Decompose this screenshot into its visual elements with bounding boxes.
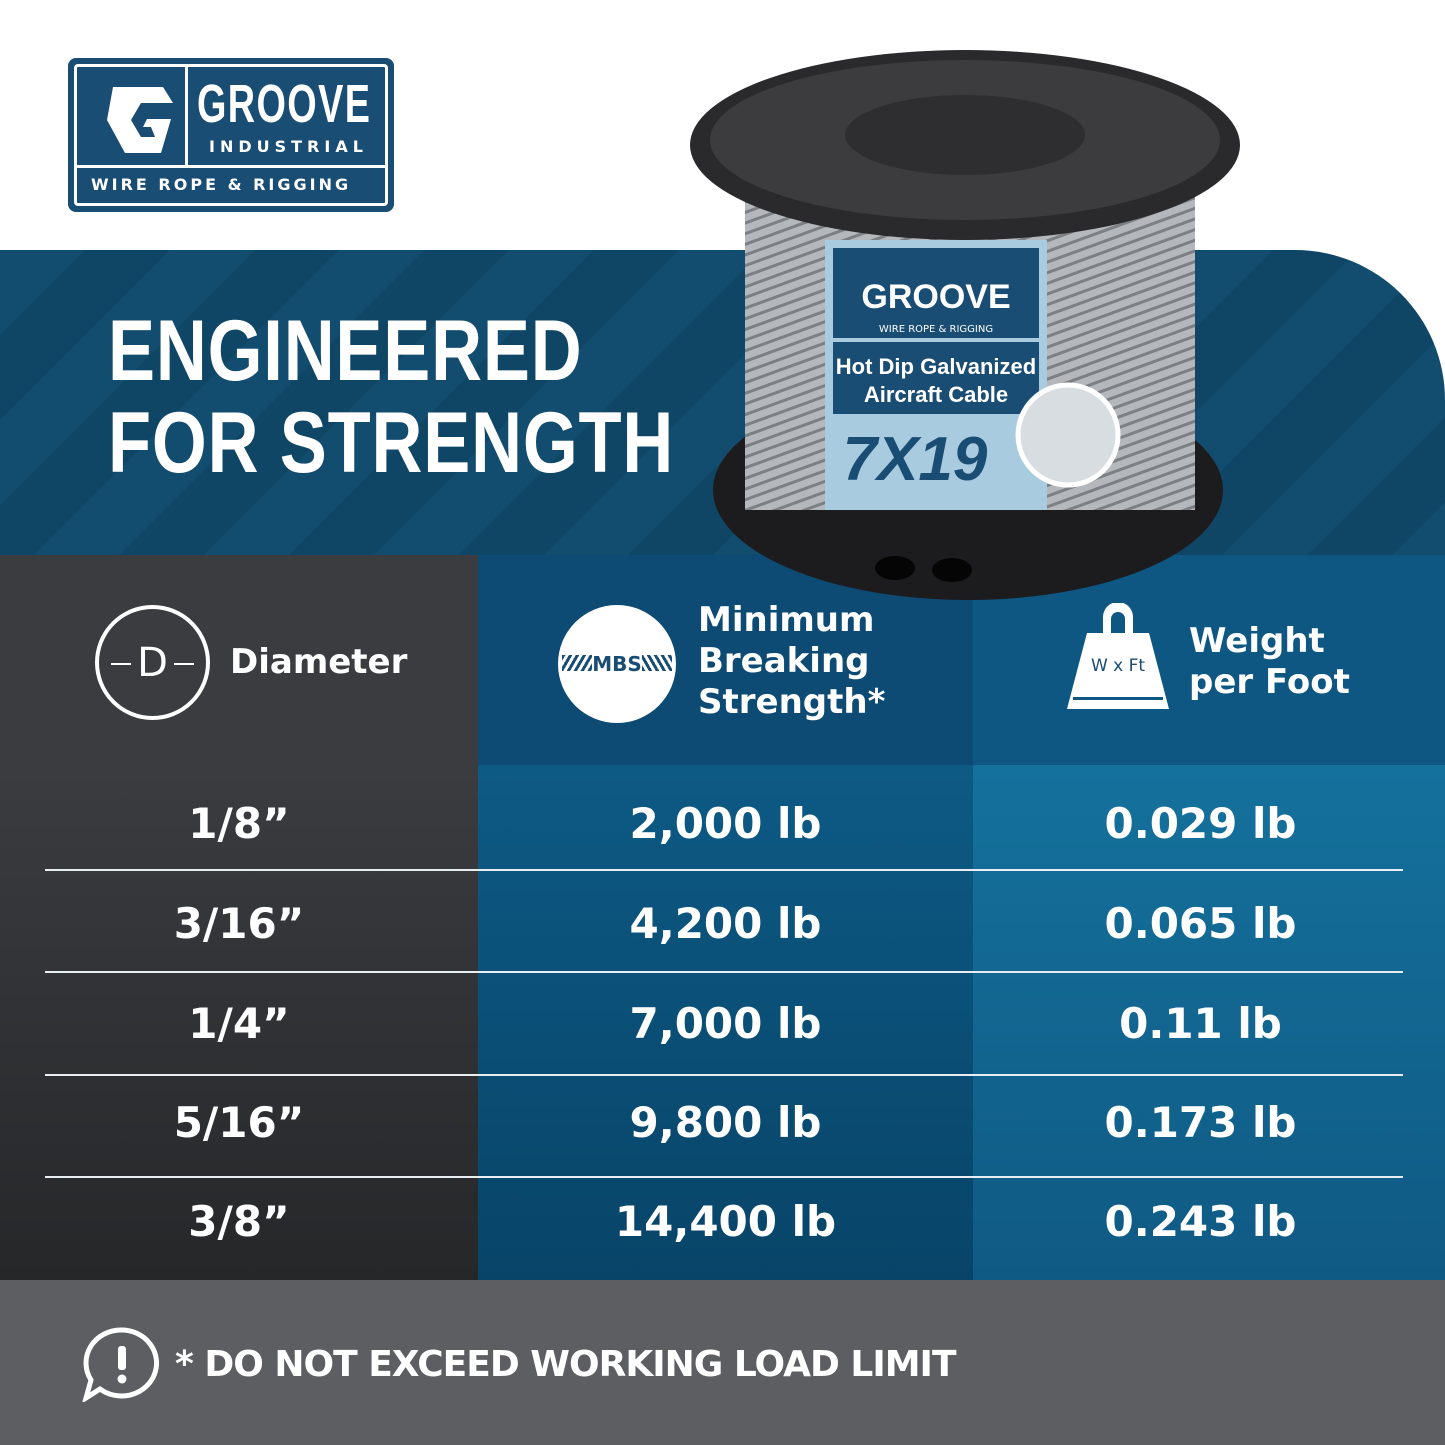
table-row: 1/8” 2,000 lb 0.029 lb xyxy=(0,772,1445,874)
cell-weight: 0.243 lb xyxy=(1104,1196,1297,1246)
cell-mbs: 7,000 lb xyxy=(629,998,822,1048)
weight-icon-label: W x Ft xyxy=(1091,656,1145,676)
col-weight xyxy=(973,765,1445,1280)
headline-line2: FOR STRENGTH xyxy=(108,395,675,491)
header-label: Weight per Foot xyxy=(1189,621,1350,703)
spool-brand: GROOVE xyxy=(861,278,1010,316)
label-line: Breaking xyxy=(698,641,870,681)
cell-weight: 0.065 lb xyxy=(1104,898,1297,948)
row-divider xyxy=(45,869,1403,871)
brand-name: GROOVE xyxy=(197,74,372,134)
label-line: Strength* xyxy=(698,682,886,722)
label-line: Minimum xyxy=(698,600,875,640)
weight-icon: W x Ft xyxy=(1067,603,1169,709)
warning-speech-icon xyxy=(82,1327,160,1402)
cell-weight: 0.029 lb xyxy=(1104,798,1297,848)
table-row: 3/8” 14,400 lb 0.243 lb xyxy=(0,1170,1445,1272)
cell-weight: 0.173 lb xyxy=(1104,1097,1297,1147)
g-logo-icon xyxy=(107,87,173,153)
table-row: 3/16” 4,200 lb 0.065 lb xyxy=(0,872,1445,974)
table-row: 1/4” 7,000 lb 0.11 lb xyxy=(0,972,1445,1074)
footer-text: * DO NOT EXCEED WORKING LOAD LIMIT xyxy=(175,1344,956,1385)
col-diameter xyxy=(0,765,478,1280)
cell-mbs: 9,800 lb xyxy=(629,1097,822,1147)
table-row: 5/16” 9,800 lb 0.173 lb xyxy=(0,1071,1445,1173)
row-divider xyxy=(45,1074,1403,1076)
footer-note: * DO NOT EXCEED WORKING LOAD LIMIT xyxy=(0,1280,1445,1445)
brand-sub: INDUSTRIAL xyxy=(209,137,368,156)
headline-line1: ENGINEERED xyxy=(108,303,583,399)
header-label: Diameter xyxy=(230,642,408,682)
cell-diameter: 1/4” xyxy=(188,998,290,1048)
cable-spool-image: GROOVE WIRE ROPE & RIGGING Hot Dip Galva… xyxy=(690,50,1240,600)
cell-mbs: 14,400 lb xyxy=(614,1196,837,1246)
col-mbs xyxy=(478,765,973,1280)
spool-product: Aircraft Cable xyxy=(864,382,1008,407)
cell-mbs: 4,200 lb xyxy=(629,898,822,948)
cell-diameter: 3/16” xyxy=(173,898,305,948)
cell-diameter: 3/8” xyxy=(188,1196,290,1246)
spool-product: Hot Dip Galvanized xyxy=(836,354,1036,379)
brand-tagline: WIRE ROPE & RIGGING xyxy=(91,175,352,194)
spec-table: 1/8” 2,000 lb 0.029 lb 3/16” 4,200 lb 0.… xyxy=(0,772,1445,1282)
cell-weight: 0.11 lb xyxy=(1119,998,1282,1048)
label-line: Weight xyxy=(1189,621,1325,661)
mbs-icon: MBS xyxy=(558,605,676,723)
cell-mbs: 2,000 lb xyxy=(629,798,822,848)
mbs-icon-label: MBS xyxy=(592,652,642,676)
headline: ENGINEERED FOR STRENGTH xyxy=(108,305,674,489)
row-divider xyxy=(45,1176,1403,1178)
diameter-icon-label: D xyxy=(131,639,174,686)
row-divider xyxy=(45,971,1403,973)
diameter-icon: D xyxy=(95,605,210,720)
spool-tagline: WIRE ROPE & RIGGING xyxy=(879,324,993,335)
cell-diameter: 5/16” xyxy=(173,1097,305,1147)
spool-construction: 7X19 xyxy=(843,425,988,494)
header-diameter: D Diameter xyxy=(0,555,478,765)
label-line: per Foot xyxy=(1189,662,1350,702)
cell-diameter: 1/8” xyxy=(188,798,290,848)
header-label: Minimum Breaking Strength* xyxy=(698,600,885,723)
brand-logo: GROOVE INDUSTRIAL WIRE ROPE & RIGGING xyxy=(68,58,394,212)
